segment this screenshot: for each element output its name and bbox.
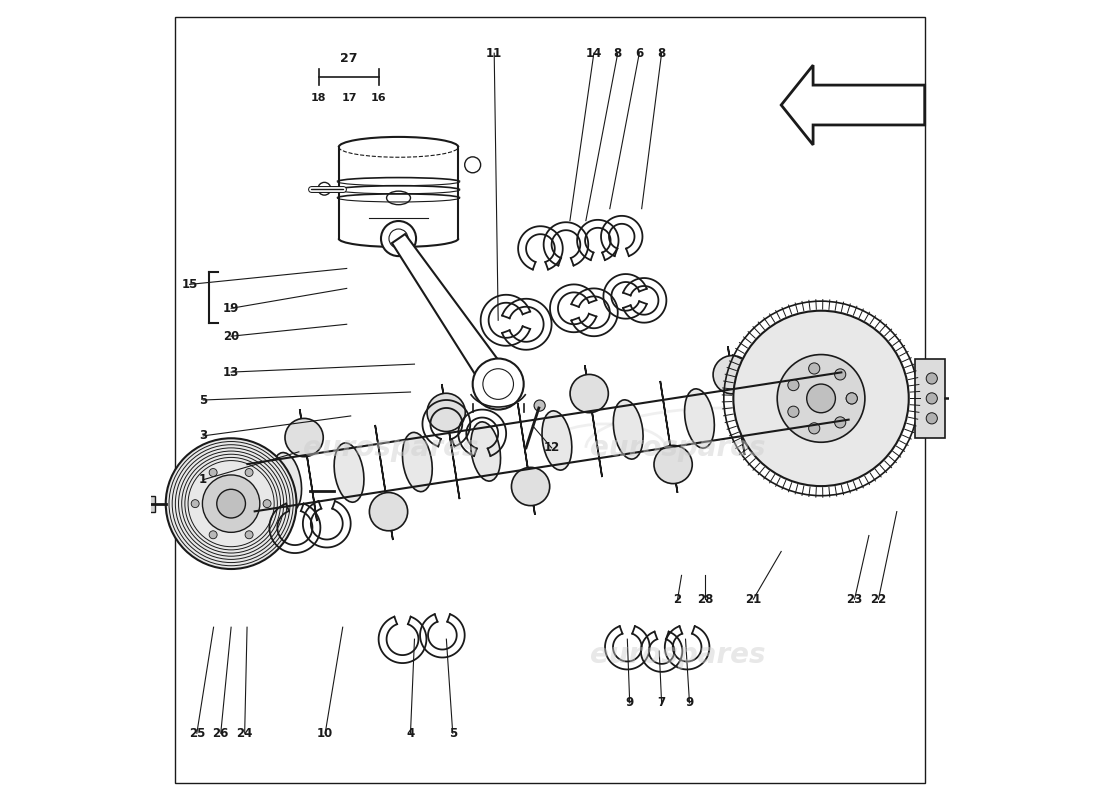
Bar [915,359,945,438]
Text: 11: 11 [486,46,503,60]
Circle shape [788,379,799,390]
Circle shape [263,500,271,508]
Circle shape [846,393,857,404]
Text: 3: 3 [199,430,207,442]
Circle shape [835,369,846,380]
Polygon shape [442,384,460,499]
Circle shape [734,310,909,486]
Circle shape [654,446,692,484]
Polygon shape [375,425,393,540]
Circle shape [926,413,937,424]
Text: 5: 5 [449,726,456,740]
Text: 10: 10 [317,726,333,740]
Bar [960,390,968,406]
Circle shape [191,500,199,508]
Text: 8: 8 [614,46,622,60]
Polygon shape [299,409,317,521]
Circle shape [209,530,217,538]
Circle shape [370,493,408,530]
Text: 22: 22 [870,593,887,606]
Text: 4: 4 [406,726,415,740]
Text: 16: 16 [371,93,386,103]
Text: 20: 20 [223,330,239,342]
Text: 15: 15 [182,278,198,291]
Ellipse shape [542,411,572,470]
Circle shape [713,355,751,394]
Circle shape [512,467,550,506]
Text: 21: 21 [745,593,761,606]
Circle shape [846,393,857,404]
Circle shape [209,469,217,477]
Circle shape [808,363,820,374]
Circle shape [245,469,253,477]
Circle shape [473,358,524,410]
Circle shape [570,374,608,413]
Text: 5: 5 [199,394,207,406]
Polygon shape [660,381,678,493]
Text: 18: 18 [311,93,327,103]
Ellipse shape [756,378,785,437]
Text: 9: 9 [685,697,694,710]
Text: 7: 7 [658,697,666,710]
Ellipse shape [334,443,364,502]
Text: eurospares: eurospares [590,641,766,669]
Circle shape [926,373,937,384]
Polygon shape [518,403,535,515]
Text: 1: 1 [199,474,207,486]
Text: 17: 17 [341,93,356,103]
Circle shape [202,475,260,532]
Text: 12: 12 [543,442,560,454]
Circle shape [806,384,835,413]
Text: 6: 6 [635,46,643,60]
Polygon shape [781,65,925,145]
Circle shape [535,400,546,411]
Ellipse shape [684,389,714,448]
Circle shape [245,530,253,538]
Circle shape [778,354,865,442]
Circle shape [285,418,323,457]
Text: 8: 8 [658,46,666,60]
Text: 2: 2 [673,593,682,606]
Text: 9: 9 [626,697,634,710]
Circle shape [835,417,846,428]
Ellipse shape [403,432,432,492]
Polygon shape [728,346,745,455]
Polygon shape [392,234,510,392]
Text: 26: 26 [212,726,229,740]
Bar [136,496,155,512]
Text: 27: 27 [340,52,358,65]
Circle shape [808,422,820,434]
Ellipse shape [614,400,644,459]
Circle shape [166,438,297,569]
Text: eurospares: eurospares [302,434,478,462]
Polygon shape [585,365,602,477]
Circle shape [788,406,799,418]
Text: 13: 13 [223,366,239,378]
Ellipse shape [471,422,501,481]
Circle shape [217,490,245,518]
Text: 24: 24 [236,726,253,740]
Text: 14: 14 [585,46,602,60]
Text: 25: 25 [188,726,205,740]
Text: 28: 28 [697,593,714,606]
Circle shape [926,393,937,404]
Text: 19: 19 [223,302,240,315]
Text: 23: 23 [846,593,862,606]
Text: eurospares: eurospares [590,434,766,462]
Circle shape [427,394,465,431]
Ellipse shape [272,453,301,512]
Circle shape [381,221,416,256]
